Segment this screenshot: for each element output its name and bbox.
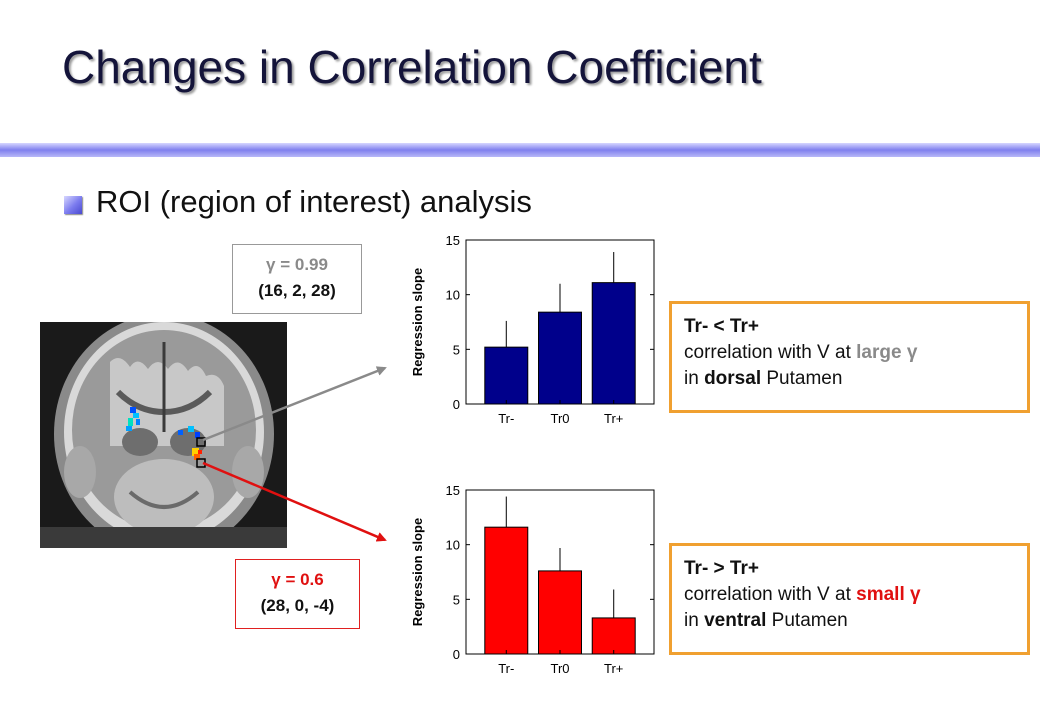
callout-emphasis: small γ bbox=[856, 584, 921, 605]
bullet-text: ROI (region of interest) analysis bbox=[96, 184, 532, 219]
x-tick-label: Tr+ bbox=[604, 661, 623, 676]
bar bbox=[538, 311, 582, 405]
y-tick-label: 0 bbox=[453, 397, 460, 412]
callout-heading: Tr- < Tr+ bbox=[684, 316, 759, 337]
callout-text: Putamen bbox=[766, 610, 848, 631]
callout-line-1: correlation with V at large γ bbox=[684, 340, 1015, 366]
roi-marker-dorsal bbox=[196, 437, 206, 447]
bullet-square-icon bbox=[64, 196, 82, 214]
bar bbox=[591, 617, 636, 655]
callout-emphasis: dorsal bbox=[704, 368, 762, 389]
y-axis-label: Regression slope bbox=[410, 268, 425, 376]
callout-line-2: in ventral Putamen bbox=[684, 608, 1015, 634]
bar bbox=[484, 526, 529, 655]
x-tick-label: Tr0 bbox=[550, 661, 569, 676]
y-tick-label: 0 bbox=[453, 647, 460, 662]
bar-chart-ventral: Regression slope 0 5 10 15 Tr- Tr0 Tr+ bbox=[410, 484, 655, 676]
bar-chart-dorsal: Regression slope 0 5 10 15 Tr- Tr0 Tr+ bbox=[410, 234, 655, 426]
mni-coordinates: (28, 0, -4) bbox=[260, 596, 335, 615]
roi-label-ventral: γ = 0.6 (28, 0, -4) bbox=[235, 559, 360, 629]
callout-line-1: correlation with V at small γ bbox=[684, 582, 1015, 608]
x-tick-label: Tr+ bbox=[604, 411, 623, 426]
callout-ventral: Tr- > Tr+ correlation with V at small γ … bbox=[669, 543, 1030, 655]
gamma-value: γ = 0.99 bbox=[266, 255, 328, 274]
y-tick-label: 10 bbox=[446, 288, 460, 303]
callout-text: correlation with V at bbox=[684, 584, 857, 605]
gamma-value: γ = 0.6 bbox=[271, 570, 324, 589]
y-axis-label: Regression slope bbox=[410, 518, 425, 626]
slide-title: Changes in Correlation Coefficient bbox=[62, 41, 762, 93]
brain-mri-coronal-slice bbox=[40, 322, 287, 548]
x-tick-label: Tr0 bbox=[550, 411, 569, 426]
callout-emphasis: large γ bbox=[856, 342, 918, 363]
y-tick-label: 5 bbox=[453, 342, 460, 357]
mni-coordinates: (16, 2, 28) bbox=[258, 281, 336, 300]
bar bbox=[538, 570, 582, 655]
y-tick-label: 5 bbox=[453, 592, 460, 607]
callout-line-2: in dorsal Putamen bbox=[684, 366, 1015, 392]
callout-text: in bbox=[684, 368, 705, 389]
activation-cluster-right bbox=[178, 426, 202, 460]
callout-emphasis: ventral bbox=[704, 610, 767, 631]
callout-text: Putamen bbox=[761, 368, 843, 389]
y-tick-label: 15 bbox=[446, 484, 460, 498]
callout-text: in bbox=[684, 610, 705, 631]
y-tick-label: 15 bbox=[446, 234, 460, 248]
title-divider bbox=[0, 143, 1040, 157]
callout-dorsal: Tr- < Tr+ correlation with V at large γ … bbox=[669, 301, 1030, 413]
x-tick-label: Tr- bbox=[498, 411, 514, 426]
bar bbox=[484, 346, 529, 405]
callout-text: correlation with V at bbox=[684, 342, 857, 363]
bar bbox=[591, 282, 636, 405]
activation-cluster-left bbox=[126, 407, 140, 431]
x-tick-label: Tr- bbox=[498, 661, 514, 676]
roi-label-dorsal: γ = 0.99 (16, 2, 28) bbox=[232, 244, 362, 314]
y-tick-label: 10 bbox=[446, 538, 460, 553]
callout-heading: Tr- > Tr+ bbox=[684, 558, 759, 579]
